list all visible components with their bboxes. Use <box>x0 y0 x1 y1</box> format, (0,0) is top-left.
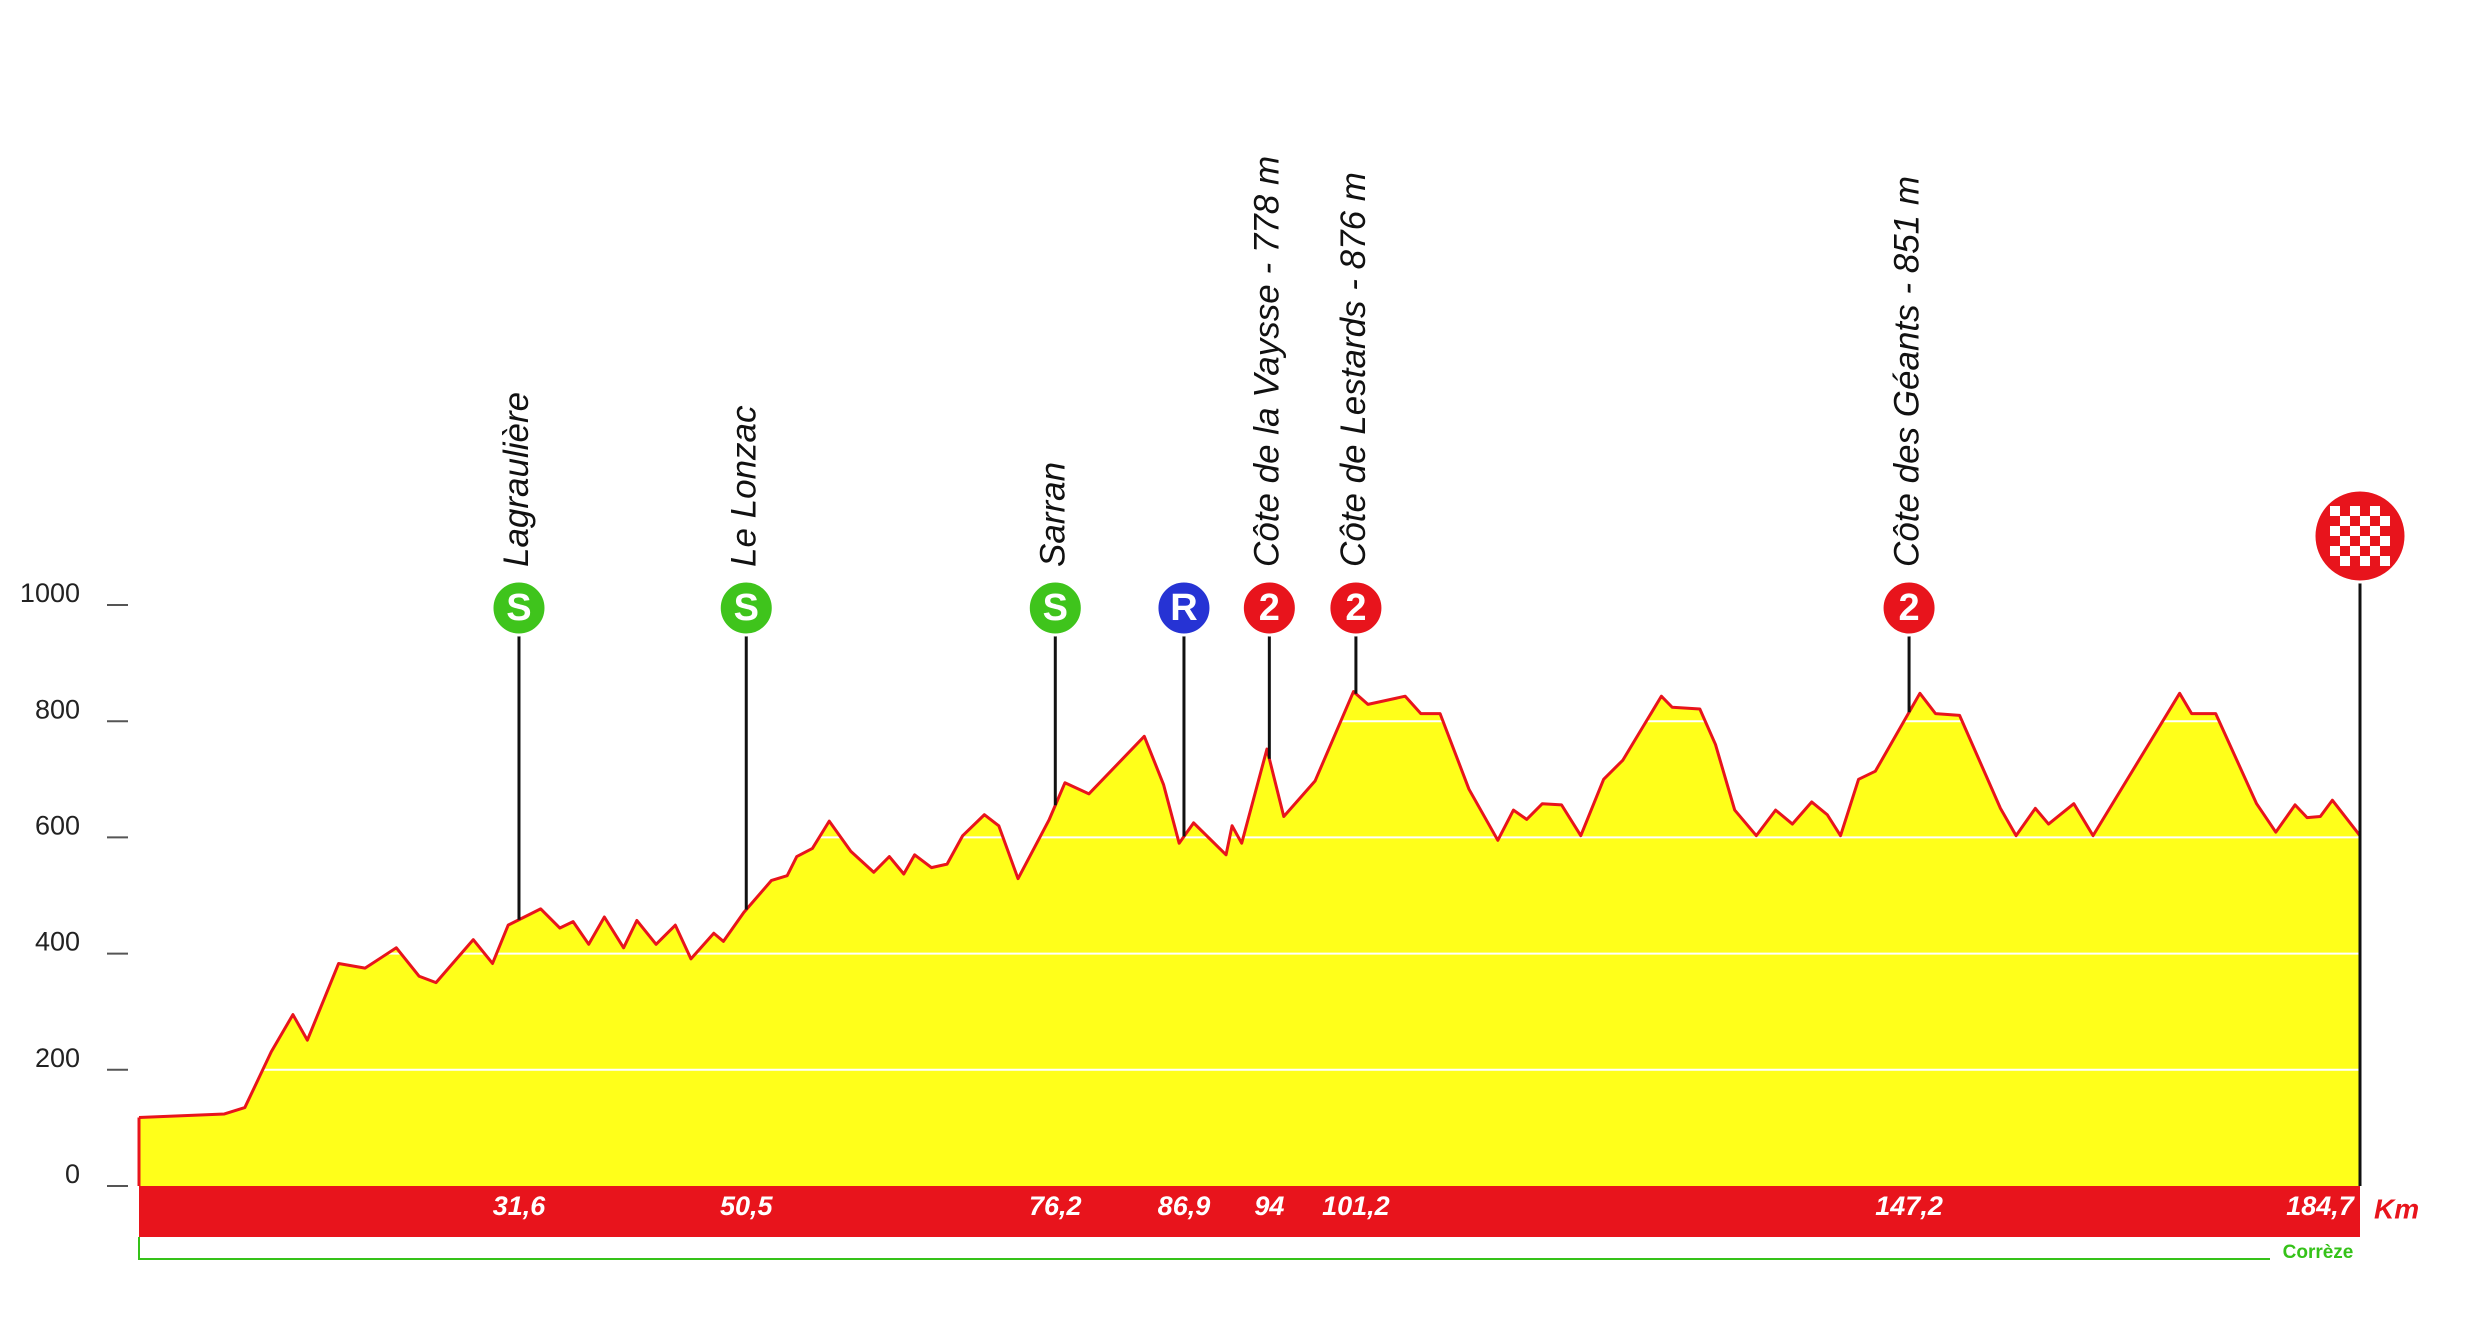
badge-symbol: 2 <box>1898 587 1919 629</box>
checker <box>2360 536 2370 546</box>
km-label: 147,2 <box>1875 1191 1943 1221</box>
checker <box>2350 526 2360 536</box>
y-tick-label: 1000 <box>20 578 80 608</box>
checker <box>2350 556 2360 566</box>
y-tick-label: 400 <box>35 927 80 957</box>
km-label: 50,5 <box>720 1191 774 1221</box>
badge-circle <box>490 579 548 637</box>
checker <box>2340 536 2350 546</box>
checker <box>2360 516 2370 526</box>
badge-circle <box>1026 579 1084 637</box>
checker <box>2330 506 2340 516</box>
checker <box>2340 506 2350 516</box>
marker-badge: S <box>1026 579 1084 637</box>
marker-name: Sarran <box>1034 462 1073 567</box>
elevation-area <box>139 691 2360 1186</box>
distance-bar <box>139 1186 2360 1237</box>
checker <box>2330 536 2340 546</box>
y-tick-label: 800 <box>35 694 80 724</box>
marker-badge: S <box>490 579 548 637</box>
marker-name: Côte de la Vaysse - 778 m <box>1248 156 1287 567</box>
badge-circle <box>717 579 775 637</box>
checker <box>2360 506 2370 516</box>
checker <box>2380 546 2390 556</box>
checker <box>2330 526 2340 536</box>
badge-symbol: S <box>506 587 531 629</box>
elevation-line <box>138 690 2362 1119</box>
checker <box>2350 536 2360 546</box>
marker-name: Côte de Lestards - 876 m <box>1334 172 1373 567</box>
checker <box>2340 516 2350 526</box>
badge-circle <box>1155 579 1213 637</box>
marker-name: Côte des Géants - 851 m <box>1887 176 1926 567</box>
region-label: Corrèze <box>2283 1242 2354 1263</box>
km-label: 184,7 <box>2286 1191 2356 1221</box>
badge-circle <box>1240 579 1298 637</box>
checker <box>2340 546 2350 556</box>
y-tick-label: 600 <box>35 811 80 841</box>
checker <box>2340 556 2350 566</box>
marker-badge: 2 <box>1327 579 1385 637</box>
y-tick-label: 0 <box>65 1159 80 1189</box>
km-label: 76,2 <box>1029 1191 1082 1221</box>
checker <box>2380 556 2390 566</box>
checker <box>2330 516 2340 526</box>
y-tick-label: 200 <box>35 1043 80 1073</box>
marker-badge: 2 <box>1240 579 1298 637</box>
checker <box>2330 556 2340 566</box>
checker <box>2370 546 2380 556</box>
km-label: 101,2 <box>1322 1191 1390 1221</box>
checker <box>2360 546 2370 556</box>
marker-name: Lagraulière <box>497 392 536 567</box>
marker-badge: S <box>717 579 775 637</box>
km-label: 31,6 <box>493 1191 547 1221</box>
checker <box>2380 536 2390 546</box>
badge-symbol: S <box>1043 587 1068 629</box>
checker <box>2350 546 2360 556</box>
finish-marker <box>2312 488 2408 584</box>
checker <box>2380 526 2390 536</box>
km-label: 94 <box>1254 1191 1284 1221</box>
checker <box>2340 526 2350 536</box>
km-label: 86,9 <box>1158 1191 1211 1221</box>
badge-circle <box>1880 579 1938 637</box>
marker-name: Le Lonzac <box>725 405 764 567</box>
badge-symbol: 2 <box>1259 587 1280 629</box>
checker <box>2360 526 2370 536</box>
checker <box>2370 556 2380 566</box>
checker <box>2380 506 2390 516</box>
checker <box>2350 516 2360 526</box>
badge-symbol: S <box>734 587 759 629</box>
checker <box>2370 516 2380 526</box>
checker <box>2350 506 2360 516</box>
checker <box>2370 536 2380 546</box>
unit-label: Km <box>2374 1193 2419 1224</box>
checker <box>2360 556 2370 566</box>
checker <box>2370 526 2380 536</box>
checker <box>2330 546 2340 556</box>
marker-badge: R <box>1155 579 1213 637</box>
checker <box>2380 516 2390 526</box>
checker <box>2370 506 2380 516</box>
badge-circle <box>1327 579 1385 637</box>
badge-symbol: R <box>1170 587 1197 629</box>
region-line <box>138 1237 2270 1260</box>
badge-symbol: 2 <box>1345 587 1366 629</box>
marker-badge: 2 <box>1880 579 1938 637</box>
